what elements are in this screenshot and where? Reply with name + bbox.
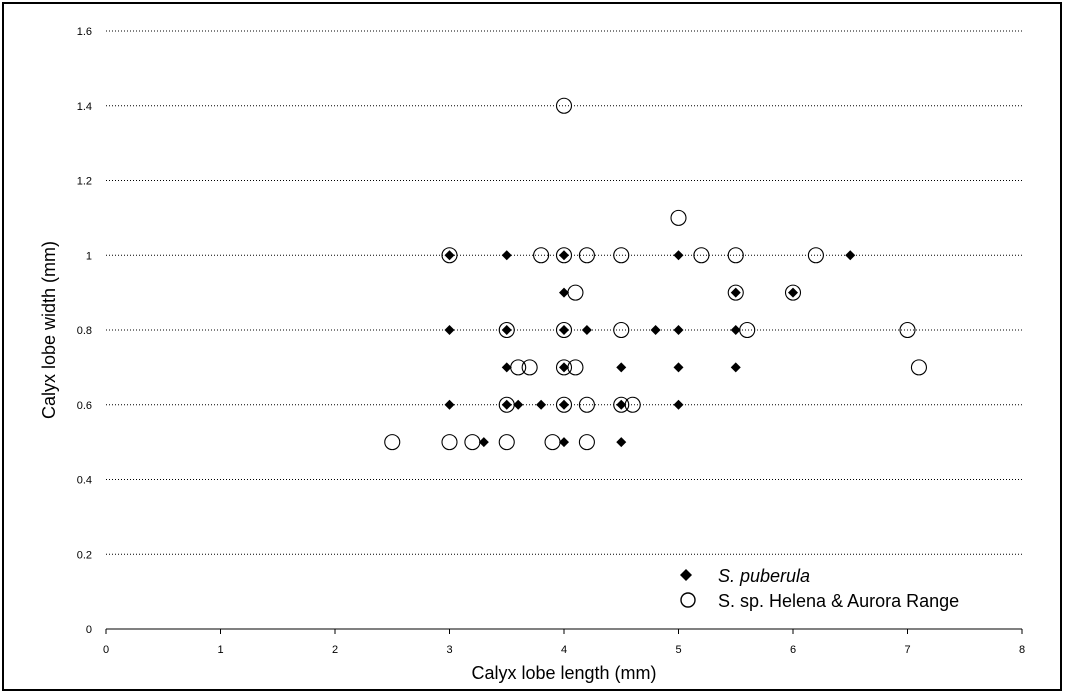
data-point-circle bbox=[498, 321, 515, 339]
data-point-circle bbox=[533, 247, 550, 264]
data-point-diamond bbox=[730, 287, 741, 298]
data-point-circle bbox=[498, 396, 515, 413]
y-tick-label: 0.6 bbox=[77, 400, 92, 412]
legend-label-s-puberula: S. puberula bbox=[718, 566, 810, 586]
data-point-circle bbox=[613, 247, 630, 264]
data-point-circle bbox=[567, 359, 584, 376]
data-point-circle bbox=[727, 284, 744, 301]
data-point-diamond bbox=[788, 287, 798, 298]
legend: S. puberula S. sp. Helena & Aurora Range bbox=[680, 566, 959, 611]
data-point-circle bbox=[613, 396, 630, 413]
data-point-circle bbox=[578, 434, 595, 451]
data-point-diamond bbox=[730, 325, 741, 335]
y-tick-label: 0.2 bbox=[77, 549, 92, 561]
data-points bbox=[384, 97, 928, 451]
data-point-circle bbox=[670, 209, 687, 226]
data-point-circle bbox=[544, 434, 561, 451]
data-point-circle bbox=[555, 396, 573, 413]
data-point-diamond bbox=[559, 287, 569, 298]
data-point-circle bbox=[578, 396, 595, 413]
y-tick-labels: 0 0.2 0.4 0.6 0.8 1 1.2 1.4 1.6 bbox=[77, 26, 92, 636]
data-point-circle bbox=[910, 359, 928, 376]
x-tick-label: 1 bbox=[217, 644, 223, 656]
data-point-circle bbox=[441, 434, 458, 451]
data-point-circle bbox=[727, 247, 744, 264]
data-point-circle bbox=[521, 359, 538, 376]
data-point-diamond bbox=[616, 437, 627, 448]
x-tick-label: 4 bbox=[561, 644, 567, 656]
data-point-diamond bbox=[536, 399, 547, 410]
data-point-diamond bbox=[559, 399, 569, 410]
data-point-diamond bbox=[673, 399, 684, 410]
x-tick-label: 0 bbox=[103, 644, 109, 656]
data-point-diamond bbox=[650, 325, 661, 335]
y-tick-label: 1.2 bbox=[77, 176, 92, 188]
data-point-diamond bbox=[559, 325, 569, 335]
y-axis-title: Calyx lobe width (mm) bbox=[39, 241, 59, 419]
y-tick-label: 1 bbox=[86, 250, 92, 262]
data-point-circle bbox=[613, 321, 630, 339]
data-point-diamond bbox=[673, 250, 684, 261]
data-point-circle bbox=[464, 434, 481, 451]
data-point-circle bbox=[899, 321, 916, 339]
data-point-diamond bbox=[513, 399, 524, 410]
data-point-diamond bbox=[501, 362, 512, 373]
y-tick-label: 0.8 bbox=[77, 325, 92, 337]
data-point-circle bbox=[784, 284, 802, 301]
x-tick-labels: 0 1 2 3 4 5 6 7 8 bbox=[103, 644, 1025, 656]
data-point-circle bbox=[555, 359, 573, 376]
axes bbox=[105, 628, 1023, 634]
data-point-diamond bbox=[444, 250, 455, 261]
data-point-diamond bbox=[444, 399, 455, 410]
x-tick-label: 5 bbox=[675, 644, 681, 656]
data-point-diamond bbox=[501, 250, 512, 261]
data-point-diamond bbox=[559, 437, 569, 448]
data-point-diamond bbox=[559, 250, 569, 261]
data-point-diamond bbox=[616, 362, 627, 373]
data-point-diamond bbox=[673, 325, 684, 335]
data-point-circle bbox=[578, 247, 595, 264]
data-point-circle bbox=[567, 284, 584, 301]
data-point-circle bbox=[555, 321, 573, 339]
data-point-circle bbox=[498, 434, 515, 451]
x-tick-label: 2 bbox=[332, 644, 338, 656]
x-axis-title: Calyx lobe length (mm) bbox=[471, 663, 656, 683]
data-point-circle bbox=[384, 434, 401, 451]
data-point-circle bbox=[693, 247, 710, 264]
x-tick-label: 3 bbox=[446, 644, 452, 656]
data-point-diamond bbox=[444, 325, 455, 335]
data-point-diamond bbox=[616, 399, 627, 410]
data-point-circle bbox=[555, 97, 573, 114]
legend-label-s-sp-helena-aurora: S. sp. Helena & Aurora Range bbox=[718, 591, 959, 611]
data-point-circle bbox=[624, 396, 641, 413]
data-point-circle bbox=[807, 247, 824, 264]
x-tick-label: 8 bbox=[1019, 644, 1025, 656]
y-tick-label: 0.4 bbox=[77, 475, 92, 487]
y-tick-label: 1.6 bbox=[77, 26, 92, 38]
data-point-diamond bbox=[501, 325, 512, 335]
y-tick-label: 0 bbox=[86, 624, 92, 636]
data-point-circle bbox=[441, 247, 458, 264]
data-point-circle bbox=[510, 359, 527, 376]
data-point-circle bbox=[555, 247, 573, 264]
data-point-diamond bbox=[501, 399, 512, 410]
data-point-circle bbox=[739, 321, 756, 339]
data-point-diamond bbox=[845, 250, 856, 261]
x-tick-label: 7 bbox=[904, 644, 910, 656]
data-point-diamond bbox=[730, 362, 741, 373]
y-tick-label: 1.4 bbox=[77, 101, 92, 113]
data-point-diamond bbox=[478, 437, 489, 448]
legend-marker-diamond bbox=[680, 569, 692, 581]
data-point-diamond bbox=[581, 325, 592, 335]
data-point-diamond bbox=[673, 362, 684, 373]
legend-marker-circle bbox=[680, 592, 696, 608]
x-tick-label: 6 bbox=[790, 644, 796, 656]
data-point-diamond bbox=[559, 362, 569, 373]
